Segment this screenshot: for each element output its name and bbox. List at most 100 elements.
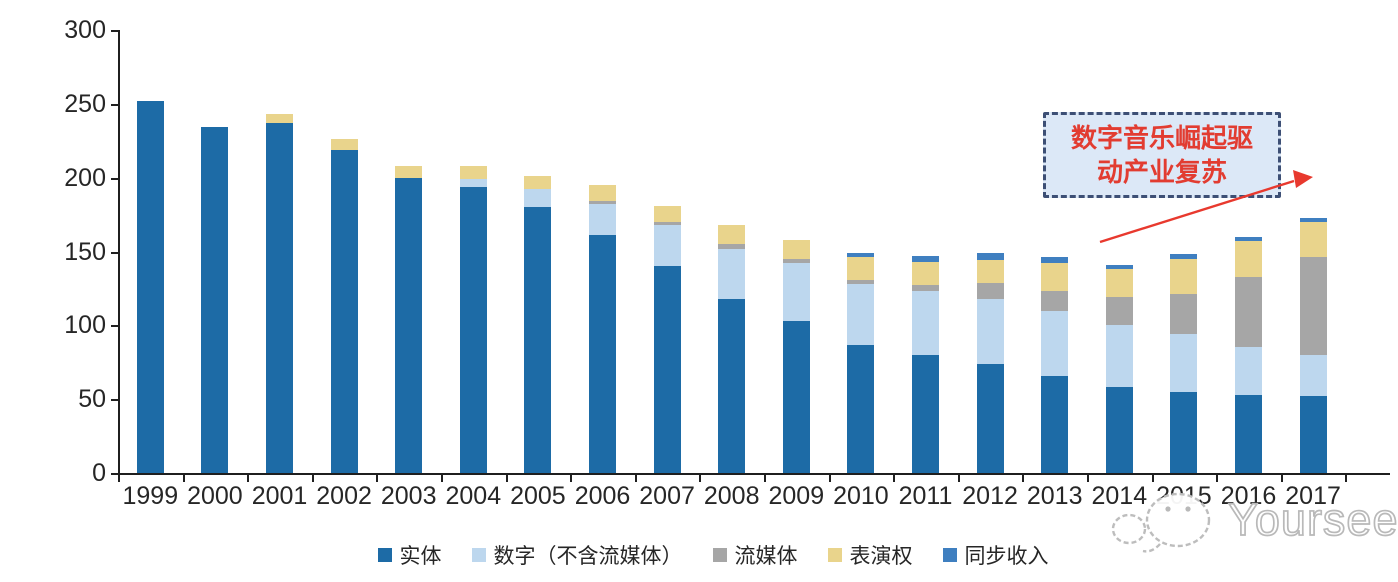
x-axis-category-label: 2011 [898, 482, 953, 510]
x-axis-tick [441, 475, 443, 482]
bar-segment-流媒体 [589, 201, 616, 205]
x-axis-tick [699, 475, 702, 482]
bar-segment-表演权 [395, 165, 423, 178]
x-axis-tick [764, 475, 766, 482]
legend-swatch-icon [471, 548, 486, 562]
x-axis-tick [311, 475, 314, 482]
bar-segment-同步收入 [1105, 264, 1133, 270]
bar-segment-实体 [201, 127, 229, 473]
y-axis-tick [111, 473, 118, 475]
bar-segment-实体 [136, 100, 164, 473]
bar-segment-实体 [330, 149, 358, 473]
bar-segment-同步收入 [1299, 217, 1327, 222]
y-axis-line [118, 30, 120, 475]
bar-segment-流媒体 [1299, 257, 1327, 355]
x-axis-tick [570, 475, 573, 482]
bar-segment-数字（不含流媒体） [1170, 334, 1198, 392]
bar-segment-数字（不含流媒体） [782, 263, 810, 321]
x-axis-tick [1087, 475, 1089, 482]
bar-segment-实体 [782, 320, 810, 473]
bar-segment-实体 [1299, 396, 1327, 473]
bar-segment-流媒体 [1105, 297, 1133, 326]
x-axis-category-label: 2008 [703, 482, 760, 510]
legend-label: 同步收入 [964, 545, 1049, 568]
y-axis-tick-label: 150 [64, 237, 106, 266]
x-axis-tick [1216, 475, 1219, 482]
x-axis-category-label: 2012 [962, 482, 1018, 510]
x-axis-tick [376, 475, 379, 482]
bar-segment-实体 [653, 266, 681, 473]
bar-segment-表演权 [589, 185, 616, 202]
legend-item: 同步收入 [942, 540, 1049, 570]
bar-segment-同步收入 [912, 255, 939, 262]
bar-segment-数字（不含流媒体） [589, 204, 616, 236]
legend-item: 流媒体 [712, 540, 798, 570]
x-axis-category-label: 2009 [768, 482, 825, 510]
legend-swatch-icon [942, 548, 957, 562]
x-axis-tick [893, 475, 896, 482]
bar-segment-同步收入 [1170, 254, 1198, 259]
bar-segment-同步收入 [1041, 257, 1069, 264]
x-axis-category-label: 2010 [833, 482, 889, 510]
x-axis-category-label: 2007 [639, 482, 695, 510]
x-axis-tick [1345, 475, 1348, 482]
x-axis-category-label: 2014 [1091, 482, 1148, 510]
watermark-logo-icon [1111, 492, 1211, 553]
watermark: Yourseeker [1106, 487, 1398, 553]
y-axis-tick-label: 200 [64, 163, 106, 192]
bar-segment-实体 [912, 354, 939, 473]
x-axis-category-label: 2013 [1026, 482, 1083, 510]
x-axis-category-label: 2016 [1220, 482, 1277, 510]
legend-swatch-icon [827, 548, 842, 562]
bar-segment-实体 [589, 235, 616, 473]
bar-segment-数字（不含流媒体） [1299, 354, 1327, 397]
bar-segment-数字（不含流媒体） [459, 179, 487, 187]
y-axis-tick-label: 50 [78, 385, 106, 414]
y-axis-tick-label: 100 [64, 311, 106, 340]
bar-segment-实体 [1041, 375, 1069, 473]
bar-segment-流媒体 [782, 258, 810, 264]
y-axis-tick [111, 30, 118, 32]
bar-segment-表演权 [718, 224, 746, 245]
bar-segment-实体 [1170, 391, 1198, 473]
x-axis-tick [957, 475, 960, 482]
annotation-line1: 数字音乐崛起驱 [1070, 123, 1253, 153]
bar-segment-表演权 [524, 176, 552, 190]
bar-segment-实体 [524, 207, 552, 473]
legend-swatch-icon [712, 548, 727, 562]
legend: 实体 数字（不含流媒体） 流媒体 表演权 同步收入 [118, 540, 1308, 570]
x-axis-category-label: 1999 [122, 482, 179, 510]
x-axis-category-label: 2004 [445, 482, 502, 510]
bar-segment-流媒体 [912, 285, 939, 292]
annotation-box: 数字音乐崛起驱 动产业复苏 [1043, 112, 1281, 198]
bar-segment-实体 [847, 344, 875, 473]
legend-label: 实体 [399, 545, 442, 568]
bar-segment-同步收入 [847, 252, 875, 258]
y-axis-tick [111, 251, 118, 254]
x-axis-tick [505, 475, 508, 482]
x-axis-category-label: 2006 [574, 482, 631, 510]
bar-segment-流媒体 [718, 244, 746, 249]
x-axis-tick [1151, 475, 1154, 482]
bar-segment-数字（不含流媒体） [1105, 325, 1133, 388]
legend-label: 表演权 [849, 545, 913, 568]
x-axis-category-label: 2003 [380, 482, 437, 510]
x-axis-tick [1022, 475, 1025, 482]
bar-segment-数字（不含流媒体） [524, 189, 552, 208]
x-axis-tick [1280, 475, 1283, 482]
bar-segment-流媒体 [1235, 276, 1262, 348]
bar-segment-实体 [1105, 387, 1133, 473]
annotation-line2: 动产业复苏 [1096, 157, 1227, 187]
x-axis-tick [634, 475, 637, 482]
bar-segment-流媒体 [653, 221, 681, 225]
x-axis-line [118, 473, 1390, 475]
bar-segment-数字（不含流媒体） [976, 298, 1004, 364]
bar-segment-同步收入 [1235, 236, 1262, 242]
bar-segment-表演权 [459, 165, 487, 180]
bar-segment-流媒体 [1170, 294, 1198, 335]
bar-segment-流媒体 [1041, 291, 1069, 311]
x-axis-category-label: 2001 [251, 482, 308, 510]
bar-segment-实体 [395, 177, 423, 473]
